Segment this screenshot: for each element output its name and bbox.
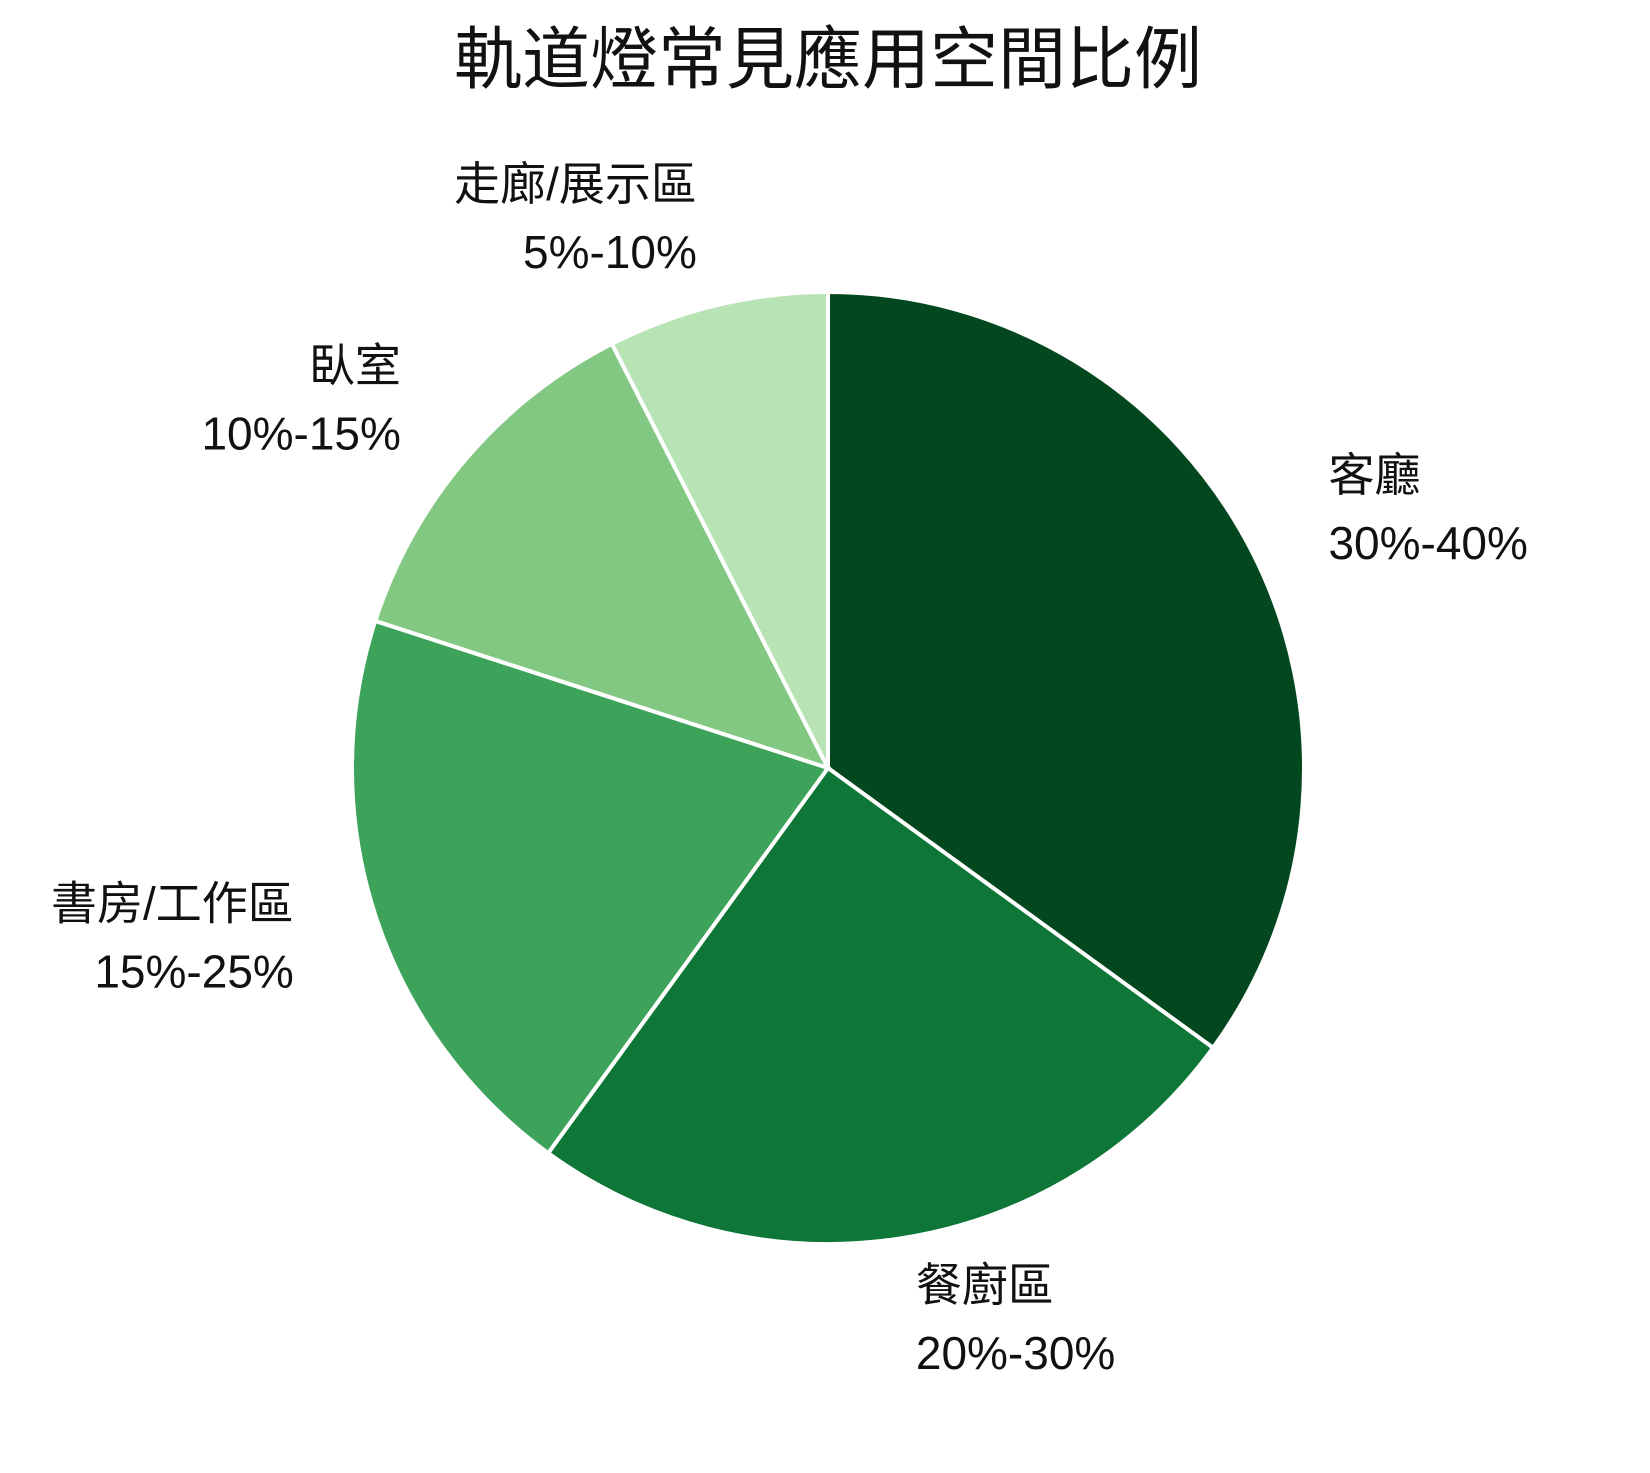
slice-value-label: 5%-10%: [523, 226, 697, 278]
slice-label: 臥室: [309, 339, 401, 391]
slice-label: 餐廚區: [916, 1259, 1054, 1311]
slice-value-label: 10%-15%: [201, 407, 400, 459]
pie-slice: [350, 618, 832, 1156]
pie-slice: [545, 765, 1216, 1246]
slice-label: 書房/工作區: [51, 878, 294, 930]
slice-value-label: 15%-25%: [94, 946, 293, 998]
pie-slice: [826, 289, 1306, 1051]
chart-title: 軌道燈常見應用空間比例: [454, 22, 1202, 98]
pie-slice: [609, 289, 830, 769]
pie-slice: [372, 341, 832, 772]
slice-value-label: 30%-40%: [1328, 517, 1527, 569]
slice-label: 客廳: [1328, 449, 1420, 501]
slice-label: 走廊/展示區: [454, 158, 697, 210]
slice-value-label: 20%-30%: [916, 1327, 1115, 1379]
